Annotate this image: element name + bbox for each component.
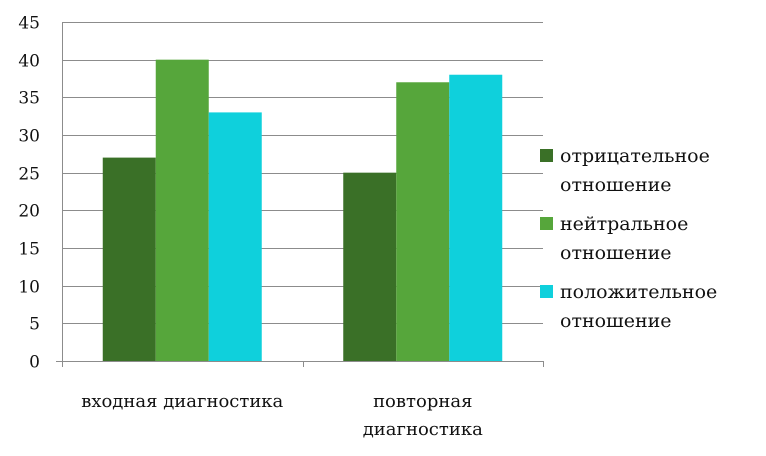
axes <box>56 22 544 367</box>
bar <box>102 157 156 361</box>
legend-item: нейтральное отношение <box>540 210 760 268</box>
y-tick-label: 0 <box>29 353 40 373</box>
y-tick-label: 25 <box>18 165 40 185</box>
y-tick-label: 30 <box>18 127 40 147</box>
legend-label: отношение <box>560 242 672 264</box>
y-tick-label: 45 <box>18 14 40 34</box>
y-tick-label: 10 <box>18 278 40 298</box>
legend-label: нейтральное <box>560 213 689 235</box>
legend-label: отношение <box>560 174 672 196</box>
y-tick-labels: 0 5 10 15 20 25 30 35 40 45 <box>18 14 40 373</box>
category-label: входная диагностика <box>81 391 283 412</box>
category-labels: входная диагностика повторная диагностика <box>81 391 483 440</box>
bar <box>449 74 503 361</box>
legend-label: отношение <box>560 310 672 332</box>
bar <box>208 112 262 362</box>
y-tick-label: 5 <box>29 315 40 335</box>
legend-item: положительное отношение <box>540 278 760 336</box>
legend-swatch <box>540 285 553 298</box>
legend-swatch <box>540 217 553 230</box>
bar <box>343 172 397 361</box>
category-label: диагностика <box>363 419 483 440</box>
y-tick-label: 20 <box>18 202 40 222</box>
legend-label: отрицательное <box>560 145 710 167</box>
legend-swatch <box>540 149 553 162</box>
y-tick-label: 35 <box>18 89 40 109</box>
bar <box>396 82 450 362</box>
y-tick-label: 40 <box>18 52 40 72</box>
legend-item: отрицательное отношение <box>540 142 760 200</box>
bars <box>102 59 503 362</box>
legend: отрицательное отношение нейтральное отношен… <box>540 142 760 346</box>
bar <box>155 59 209 362</box>
category-label: повторная <box>373 391 472 412</box>
legend-label: положительное <box>560 281 718 303</box>
y-tick-label: 15 <box>18 240 40 260</box>
